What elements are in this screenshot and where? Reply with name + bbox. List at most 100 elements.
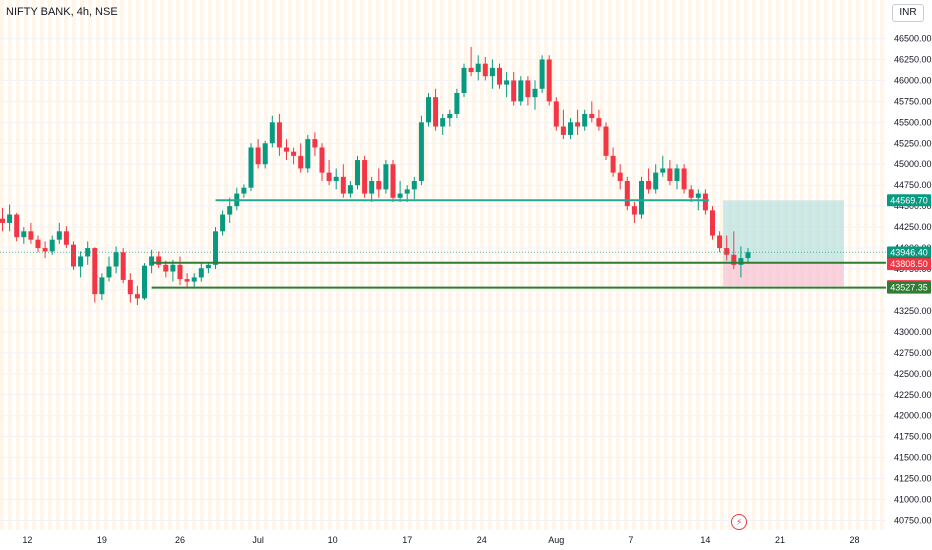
- candle-body: [170, 264, 176, 272]
- candle-body: [163, 264, 169, 272]
- candle-body: [688, 189, 694, 198]
- candle-body: [539, 59, 545, 89]
- candle-body: [106, 266, 112, 278]
- session-stripe: [576, 0, 580, 530]
- chart-title: NIFTY BANK, 4h, NSE: [6, 6, 118, 18]
- session-stripe: [24, 0, 28, 530]
- y-tick-label: 41750.00: [894, 432, 932, 442]
- session-stripe: [408, 0, 412, 530]
- candle-body: [220, 214, 226, 232]
- y-tick-label: 41250.00: [894, 474, 932, 484]
- candle-body: [745, 252, 751, 259]
- y-tick-label: 44750.00: [894, 180, 932, 190]
- candle-body: [433, 97, 439, 127]
- session-stripe: [256, 0, 260, 530]
- candle-body: [546, 59, 552, 102]
- session-stripe: [552, 0, 556, 530]
- session-stripe: [288, 0, 292, 530]
- session-stripe: [496, 0, 500, 530]
- candle-body: [284, 147, 289, 152]
- session-stripe: [600, 0, 604, 530]
- price-label: 43527.35: [890, 283, 928, 293]
- session-stripe: [232, 0, 236, 530]
- x-tick-label: 19: [97, 535, 107, 545]
- lightning-icon[interactable]: ⚡: [731, 514, 747, 530]
- y-tick-label: 45250.00: [894, 138, 932, 148]
- candle-body: [35, 239, 41, 249]
- candle-body: [92, 248, 98, 295]
- candle-body: [397, 193, 403, 198]
- candle-body: [255, 147, 261, 165]
- session-stripe: [512, 0, 516, 530]
- candle-body: [468, 67, 474, 73]
- candle-body: [99, 277, 105, 295]
- session-stripe: [64, 0, 68, 530]
- session-stripe: [664, 0, 668, 530]
- candle-body: [205, 264, 211, 269]
- candle-body: [113, 252, 119, 267]
- y-tick-label: 46250.00: [894, 54, 932, 64]
- candle-body: [56, 231, 62, 240]
- candle-body: [475, 63, 481, 73]
- y-tick-label: 43250.00: [894, 306, 932, 316]
- session-stripe: [304, 0, 308, 530]
- session-stripe: [720, 0, 724, 530]
- candle-body: [78, 256, 84, 267]
- candle-body: [369, 181, 375, 194]
- candle-body: [624, 181, 630, 207]
- session-stripe: [128, 0, 132, 530]
- candle-body: [376, 181, 382, 190]
- session-stripe: [704, 0, 708, 530]
- y-tick-label: 41500.00: [894, 453, 932, 463]
- candle-body: [497, 67, 502, 85]
- candle-body: [312, 139, 318, 148]
- candle-body: [319, 147, 325, 173]
- session-stripe: [240, 0, 244, 530]
- session-stripe: [376, 0, 380, 530]
- candle-body: [589, 113, 595, 119]
- session-stripe: [0, 0, 4, 530]
- candle-body: [298, 155, 304, 169]
- candle-body: [560, 126, 566, 135]
- session-stripe: [216, 0, 220, 530]
- session-stripe: [336, 0, 340, 530]
- price-label-box: [887, 258, 931, 271]
- candle-body: [553, 101, 559, 127]
- candle-body: [568, 122, 573, 135]
- session-stripe: [352, 0, 356, 530]
- y-tick-label: 46500.00: [894, 34, 932, 44]
- x-tick-label: 21: [775, 535, 785, 545]
- x-tick-label: 10: [328, 535, 338, 545]
- candle-body: [681, 168, 687, 190]
- currency-button[interactable]: INR: [892, 4, 924, 22]
- session-stripe: [368, 0, 372, 530]
- candle-body: [596, 118, 602, 127]
- price-label: 43808.50: [890, 259, 928, 269]
- candle-body: [142, 265, 147, 299]
- candle-body: [418, 122, 424, 182]
- candle-body: [440, 118, 446, 127]
- candle-body: [177, 264, 183, 280]
- candle-body: [14, 214, 20, 238]
- session-stripe: [472, 0, 476, 530]
- candle-body: [340, 176, 346, 194]
- session-stripe: [864, 0, 868, 530]
- session-stripe: [616, 0, 620, 530]
- session-stripe: [648, 0, 652, 530]
- candle-body: [326, 172, 332, 182]
- candle-body: [518, 80, 524, 102]
- session-stripe: [192, 0, 196, 530]
- session-stripe: [320, 0, 324, 530]
- session-stripe: [440, 0, 444, 530]
- candle-body: [695, 193, 701, 198]
- y-tick-label: 44250.00: [894, 222, 932, 232]
- session-stripe: [48, 0, 52, 530]
- session-stripe: [392, 0, 396, 530]
- session-stripe: [520, 0, 524, 530]
- session-stripe: [688, 0, 692, 530]
- session-stripe: [272, 0, 276, 530]
- candle-body: [184, 279, 190, 282]
- candle-body: [404, 189, 410, 194]
- candle-body: [667, 168, 673, 182]
